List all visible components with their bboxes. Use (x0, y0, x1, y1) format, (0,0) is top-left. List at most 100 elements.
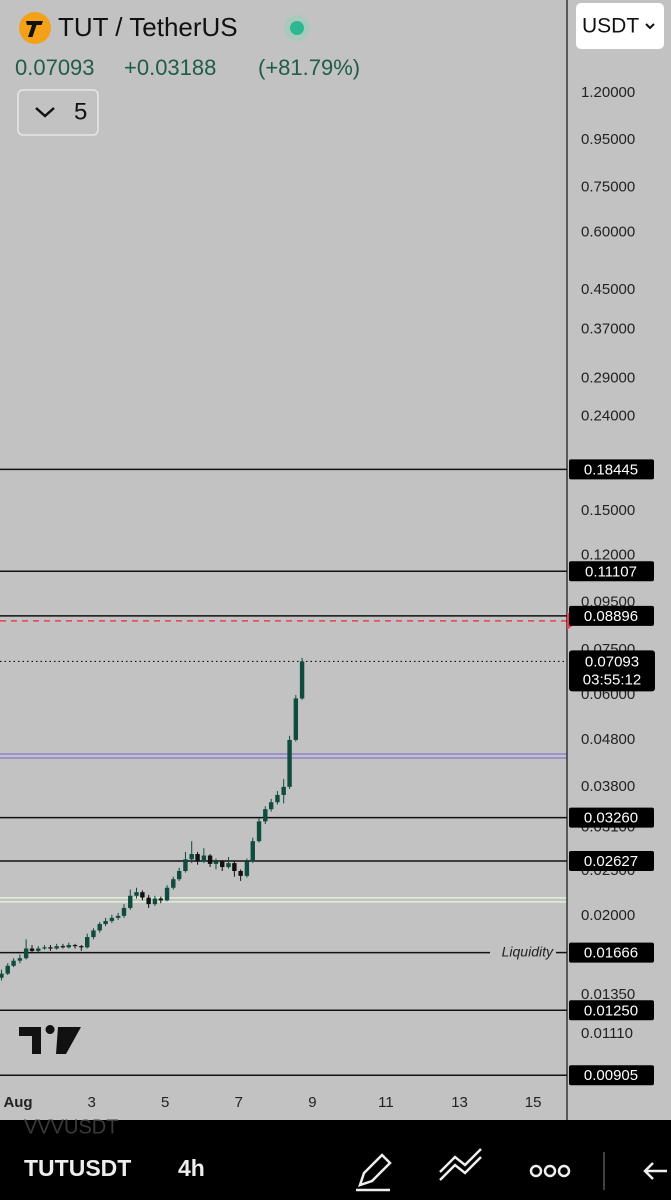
candle-body (29, 948, 35, 951)
candle-body (293, 698, 299, 740)
candle-body (164, 887, 170, 901)
x-tick-label: 7 (235, 1094, 243, 1111)
candle-body (134, 892, 139, 896)
level-label: 0.11107 (585, 563, 637, 580)
level-label: 0.18445 (584, 461, 638, 478)
candle-body (189, 854, 194, 860)
candle-body (146, 897, 151, 905)
level-tag (569, 1065, 654, 1086)
behind-symbol: VVVUSDT (24, 1116, 118, 1138)
last-price-tag (569, 650, 655, 692)
y-tick-label: 0.95000 (581, 131, 635, 148)
candle-body (171, 879, 176, 888)
x-tick-label: Aug (3, 1094, 32, 1111)
level-label: 0.08896 (584, 608, 638, 625)
candle-body (54, 946, 59, 949)
tradingview-logo (19, 1025, 81, 1054)
x-tick-label: 15 (525, 1094, 542, 1111)
symbol-button[interactable]: TUTUSDT (24, 1155, 131, 1181)
axis: 1.20000 0.95000 0.75000 0.60000 0.45000 0.370… (3, 84, 655, 1111)
level-tag (569, 851, 654, 872)
level-label: 0.01666 (584, 945, 638, 962)
countdown-label: 03:55:12 (583, 671, 641, 688)
candle-body (207, 855, 213, 864)
candle-body (115, 915, 121, 918)
level-tag (569, 459, 654, 480)
y-tick-label: 0.29000 (581, 369, 635, 386)
currency-button[interactable] (576, 3, 664, 49)
y-tick-label: 0.37000 (581, 320, 635, 337)
level-label: 0.00905 (584, 1067, 638, 1084)
candle-body (232, 863, 237, 872)
chevron-icon (645, 23, 655, 30)
candle-body (287, 739, 292, 787)
candle-body (79, 946, 84, 948)
candle-body (250, 841, 255, 862)
level-label: 0.02627 (584, 853, 638, 870)
line-tool[interactable] (439, 1148, 482, 1181)
x-tick-label: 13 (451, 1094, 468, 1111)
candle-body (140, 892, 145, 898)
x-tick-label: 9 (308, 1094, 316, 1111)
candle-body (268, 802, 274, 810)
candle-body (158, 898, 163, 901)
candle-body (256, 821, 262, 842)
level-tag (569, 942, 654, 963)
y-tick-label: 0.60000 (581, 223, 635, 240)
candle-body (263, 809, 268, 822)
y-tick-label: 0.75000 (581, 178, 635, 195)
candle-body (60, 946, 66, 948)
candle-body (226, 863, 231, 868)
currency-label: USDT (582, 15, 639, 38)
candle-body (128, 895, 133, 908)
indicator-count: 5 (74, 98, 87, 125)
candle-body (244, 861, 250, 876)
back-button[interactable] (643, 1162, 667, 1180)
candle-body (103, 920, 108, 925)
candle-body (42, 947, 47, 949)
price-change: +0.03188 (124, 55, 216, 80)
y-tick-label: 0.03800 (581, 778, 635, 795)
more-button[interactable] (529, 1164, 571, 1178)
x-tick-label: 3 (87, 1094, 95, 1111)
candle-body (176, 871, 182, 880)
level-tag (569, 807, 654, 828)
level-tag (569, 1000, 654, 1021)
candle-body (201, 855, 207, 862)
y-tick-label: 0.04800 (581, 731, 635, 748)
candle-body (5, 965, 10, 974)
bottom-bar (0, 1120, 671, 1200)
candle-body (91, 930, 96, 938)
level-label: 0.01250 (584, 1002, 638, 1019)
candle-body (213, 861, 219, 864)
candle-body (11, 960, 16, 966)
candle-body (36, 948, 41, 951)
plot: Liquidity (0, 468, 567, 1076)
x-tick-label: 11 (378, 1094, 394, 1111)
symbol-title: TUT / TetherUS (58, 12, 238, 42)
candle-body (275, 794, 280, 803)
last-price: 0.07093 (15, 55, 95, 80)
level-tag (569, 561, 654, 582)
candle-body (281, 786, 286, 795)
y-tick-label: 0.15000 (581, 502, 635, 519)
candle-body (97, 924, 102, 931)
status-dot (290, 21, 304, 35)
indicator-toggle[interactable] (17, 89, 99, 136)
draw-tool[interactable] (356, 1153, 392, 1192)
candle-body (121, 907, 127, 916)
y-tick-label: 1.20000 (581, 84, 635, 101)
candle-body (0, 973, 4, 978)
interval-button[interactable]: 4h (178, 1155, 205, 1181)
coin-logo-glyph (26, 21, 43, 37)
y-tick-label: 0.24000 (581, 407, 635, 424)
last-price-label: 0.07093 (585, 653, 639, 670)
candle-body (183, 859, 188, 872)
candle-body (23, 948, 29, 959)
candle-body (66, 944, 72, 948)
candle-body (109, 917, 115, 921)
candle-body (220, 861, 225, 868)
